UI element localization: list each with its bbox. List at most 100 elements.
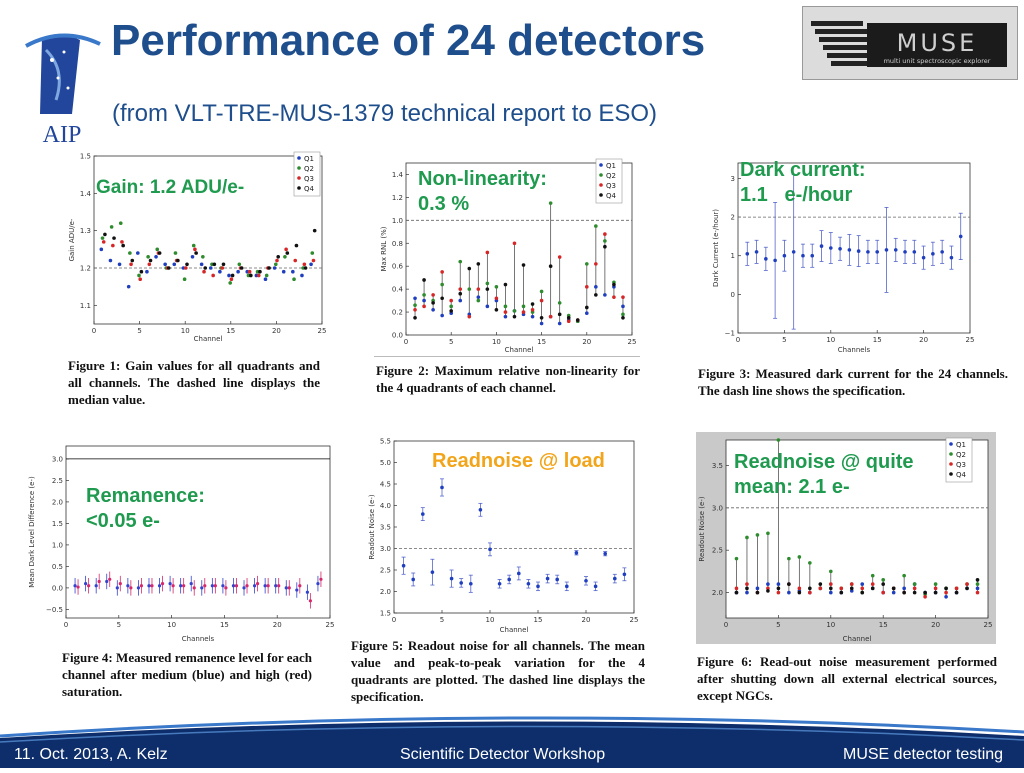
data-point-q4	[203, 266, 208, 270]
y-tick-label: 1.3	[80, 227, 91, 235]
data-point-q4	[539, 316, 544, 320]
x-tick-label: 5	[137, 327, 141, 335]
data-point-q3	[557, 255, 562, 259]
data-point-q1	[99, 247, 104, 252]
data-point-q2	[548, 201, 553, 205]
data-point	[810, 253, 815, 258]
data-point-q3	[912, 586, 917, 591]
data-point-q3	[111, 243, 115, 248]
data-point-q1	[218, 269, 222, 274]
data-point	[838, 246, 842, 251]
data-point	[150, 584, 154, 588]
x-tick-label: 25	[966, 336, 975, 344]
data-point-q3	[220, 266, 225, 270]
data-point-q1	[199, 262, 204, 267]
y-tick-label: 1	[731, 252, 735, 260]
y-tick-label: 1.4	[80, 190, 92, 198]
data-point	[160, 582, 165, 586]
x-axis-label: Channel	[843, 635, 872, 643]
data-point-q2	[292, 277, 296, 281]
data-point	[115, 586, 119, 590]
data-point-q3	[548, 314, 553, 319]
data-point	[903, 250, 907, 254]
data-point-q2	[467, 287, 472, 291]
readnoise-quiet-callout-text: Readnoise @ quite mean: 2.1 e-	[734, 451, 914, 498]
data-point-q4	[267, 266, 271, 270]
legend-label: Q2	[956, 451, 966, 459]
data-point-q4	[185, 262, 189, 267]
data-point-q3	[413, 307, 417, 312]
data-point	[284, 586, 288, 590]
data-point-q4	[139, 269, 144, 274]
y-tick-label: 0.0	[392, 332, 403, 340]
figure-3-caption: Figure 3: Measured dark current for the …	[698, 366, 1008, 398]
data-point-q2	[485, 281, 490, 286]
data-point-q4	[194, 251, 198, 255]
data-point-q3	[229, 277, 234, 281]
data-point-q2	[413, 303, 417, 307]
data-point-q1	[422, 298, 426, 303]
data-point	[754, 250, 759, 254]
slide-title: Performance of 24 detectors	[111, 16, 706, 65]
data-point-q3	[530, 307, 535, 312]
data-point-q1	[860, 582, 865, 586]
data-point-q1	[108, 258, 113, 263]
data-point-q2	[274, 262, 278, 267]
y-tick-label: 4.5	[380, 481, 391, 489]
data-point-q2	[128, 251, 132, 255]
legend-marker	[599, 193, 603, 197]
x-tick-label: 10	[167, 621, 176, 629]
data-point-q3	[521, 310, 526, 314]
data-point-q1	[745, 590, 749, 595]
data-point-q1	[849, 589, 854, 593]
data-point-q3	[449, 298, 453, 303]
data-point-q4	[458, 291, 463, 296]
data-point	[584, 578, 588, 583]
data-point	[126, 584, 130, 588]
data-point-q2	[182, 277, 187, 281]
data-point-q2	[912, 582, 917, 586]
y-tick-label: 2.5	[52, 477, 63, 485]
data-point-q3	[184, 266, 188, 270]
y-tick-label: 2.5	[380, 567, 391, 575]
data-point-q1	[208, 266, 213, 270]
data-point-q1	[309, 262, 313, 267]
data-point	[921, 255, 926, 260]
x-tick-label: 25	[318, 327, 327, 335]
data-point	[108, 577, 112, 581]
aip-logo-text: AIP	[43, 122, 82, 148]
data-point-q3	[745, 582, 749, 586]
data-point-q2	[734, 556, 739, 561]
data-point	[401, 563, 406, 568]
data-point-q2	[870, 573, 875, 578]
data-point	[764, 257, 768, 261]
data-point	[782, 253, 787, 258]
data-point	[847, 248, 852, 252]
figure-2-caption: Figure 2: Maximum relative non-linearity…	[376, 363, 640, 395]
data-point	[97, 579, 101, 584]
data-point	[171, 584, 175, 588]
data-point-q3	[202, 269, 206, 274]
data-point-q4	[808, 586, 812, 591]
data-point-q3	[944, 590, 948, 595]
legend-label: Q4	[304, 185, 315, 193]
data-point-q3	[603, 232, 607, 236]
data-point-q1	[263, 277, 268, 281]
data-point-q4	[557, 312, 562, 317]
nonlinearity-callout-text: Non-linearity: 0.3 %	[418, 168, 547, 215]
remanence-callout-text: Remanence: <0.05 e-	[86, 485, 205, 532]
y-tick-label: 1.0	[392, 217, 403, 225]
gain-plot: 0 5 10 15 20 25 1.1 1.2 1.3 1.4 1.5 Channel Gain ADU…	[66, 148, 330, 344]
x-tick-label: 10	[486, 616, 495, 624]
x-tick-label: 20	[582, 338, 591, 346]
y-tick-label: 1.2	[392, 194, 403, 202]
y-tick-label: 2.0	[380, 588, 391, 596]
y-tick-label: 0.0	[52, 584, 63, 592]
data-point-q1	[594, 285, 598, 289]
data-point-q4	[787, 582, 791, 586]
data-point	[192, 586, 196, 590]
x-tick-label: 0	[64, 621, 68, 629]
data-point-q2	[902, 573, 906, 578]
x-tick-label: 5	[117, 621, 121, 629]
y-tick-label: 2.0	[52, 498, 63, 506]
